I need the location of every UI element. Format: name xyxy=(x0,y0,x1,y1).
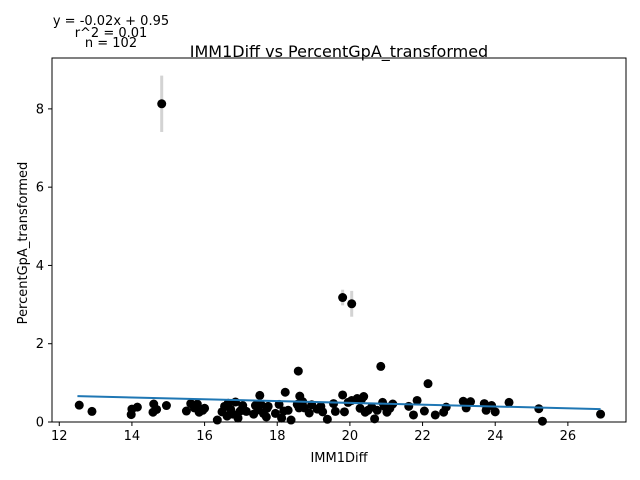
chart-title: IMM1Diff vs PercentGpA_transformed xyxy=(190,42,488,62)
data-point xyxy=(283,405,293,415)
data-point xyxy=(430,410,440,420)
data-point xyxy=(132,402,142,412)
data-point xyxy=(198,405,208,415)
data-point xyxy=(419,406,429,416)
regression-line xyxy=(77,395,601,411)
data-point xyxy=(338,390,348,400)
data-point xyxy=(261,412,271,422)
y-tick-label: 2 xyxy=(36,337,44,352)
data-point xyxy=(537,416,547,426)
x-tick-label: 18 xyxy=(269,429,286,444)
data-point xyxy=(241,406,251,416)
data-point xyxy=(359,392,369,402)
y-axis-label: PercentGpA_transformed xyxy=(16,162,31,325)
data-point xyxy=(372,405,382,415)
annotation-equation: y = -0.02x + 0.95 xyxy=(53,14,169,29)
data-point xyxy=(293,366,303,376)
data-point xyxy=(181,406,191,416)
data-point xyxy=(152,404,162,414)
data-point xyxy=(404,401,414,411)
data-point xyxy=(534,404,544,414)
x-tick-label: 14 xyxy=(124,429,141,444)
data-point xyxy=(441,402,451,412)
data-point xyxy=(263,401,273,411)
x-tick-label: 22 xyxy=(414,429,431,444)
data-point xyxy=(376,361,386,371)
data-point xyxy=(423,379,433,389)
data-point xyxy=(157,99,167,109)
data-point xyxy=(338,293,348,303)
annotation-r-squared: r^2 = 0.01 xyxy=(75,26,148,41)
y-tick-label: 0 xyxy=(36,416,44,431)
data-point xyxy=(212,415,222,425)
data-point xyxy=(408,410,418,420)
data-point xyxy=(286,415,296,425)
data-point xyxy=(255,390,265,400)
data-point xyxy=(504,397,514,407)
data-point xyxy=(270,408,280,418)
x-tick-label: 24 xyxy=(487,429,504,444)
plot-area xyxy=(74,75,606,426)
data-point xyxy=(161,401,171,411)
data-point xyxy=(222,411,232,421)
data-point xyxy=(312,404,322,414)
data-point xyxy=(74,400,84,410)
data-point xyxy=(596,409,606,419)
data-point xyxy=(277,413,287,423)
data-point xyxy=(87,406,97,416)
x-tick-label: 12 xyxy=(51,429,68,444)
data-point xyxy=(412,395,422,405)
data-point xyxy=(466,397,476,407)
y-tick-label: 4 xyxy=(36,259,44,274)
x-tick-label: 16 xyxy=(196,429,213,444)
data-point xyxy=(347,299,357,309)
data-point xyxy=(330,406,340,416)
data-point xyxy=(192,399,202,409)
data-point xyxy=(280,387,290,397)
data-point xyxy=(233,413,243,423)
data-point xyxy=(339,407,349,417)
data-point xyxy=(304,408,314,418)
data-point xyxy=(490,407,500,417)
x-tick-label: 20 xyxy=(342,429,359,444)
y-tick-label: 6 xyxy=(36,181,44,196)
data-point xyxy=(329,399,339,409)
y-tick-label: 8 xyxy=(36,102,44,117)
data-point xyxy=(370,414,380,424)
axes-frame xyxy=(51,57,627,423)
x-axis-label: IMM1Diff xyxy=(310,451,368,466)
x-tick-label: 26 xyxy=(560,429,577,444)
annotation-n: n = 102 xyxy=(85,36,137,51)
